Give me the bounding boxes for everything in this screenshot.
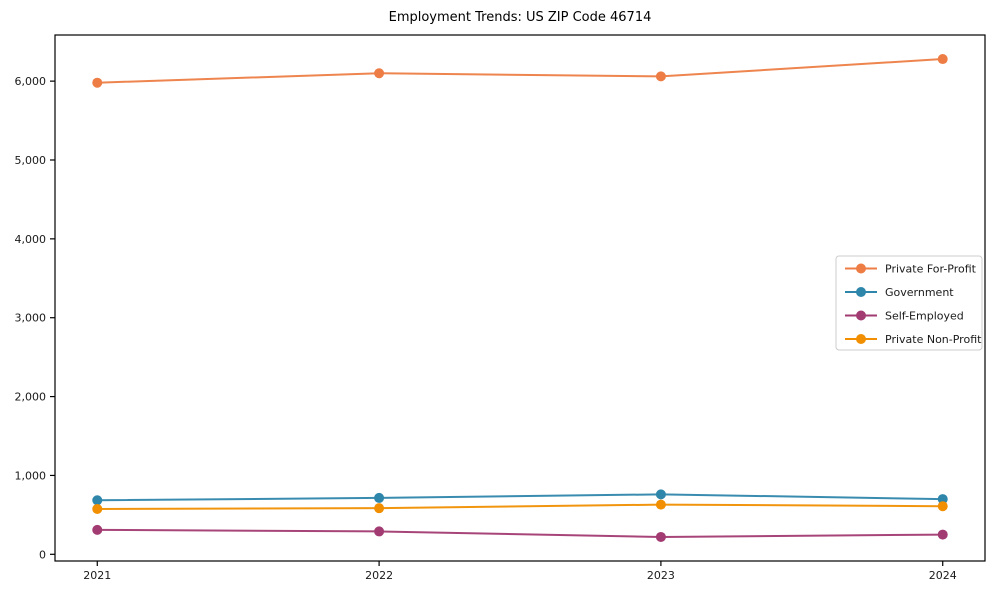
series-marker-private-for-profit	[937, 54, 948, 65]
y-axis-tick-label: 4,000	[15, 233, 47, 246]
series-marker-government	[92, 495, 103, 506]
series-marker-government	[937, 494, 948, 505]
legend-marker-private-for-profit	[856, 263, 866, 274]
series-line-private-for-profit	[97, 58, 943, 84]
y-axis-tick-label: 6,000	[15, 75, 47, 88]
series-marker-self-employed	[92, 524, 103, 535]
legend-marker-government	[856, 287, 866, 297]
series-line-private-non-profit	[97, 503, 943, 510]
legend-marker-private-non-profit	[856, 334, 866, 344]
series-marker-self-employed	[374, 526, 385, 537]
legend-label-private-for-profit: Private For-Profit	[885, 263, 977, 276]
series-marker-private-for-profit	[655, 71, 666, 82]
x-axis-tick-label: 2023	[647, 569, 675, 582]
series-marker-self-employed	[655, 531, 666, 542]
series-marker-government	[374, 492, 385, 503]
x-axis-tick-label: 2021	[83, 569, 111, 582]
x-axis-tick-label: 2022	[365, 569, 393, 582]
y-axis-tick-label: 3,000	[15, 312, 47, 325]
legend-box	[835, 255, 983, 351]
legend-label-government: Government	[885, 286, 954, 299]
plot-area	[54, 34, 986, 562]
series-marker-private-non-profit	[92, 503, 103, 514]
y-axis-tick-label: 0	[39, 548, 46, 561]
legend-label-self-employed: Self-Employed	[885, 310, 964, 323]
legend-marker-self-employed	[856, 310, 866, 321]
series-line-self-employed	[97, 528, 943, 538]
series-marker-private-for-profit	[92, 77, 103, 88]
series-marker-government	[655, 489, 666, 500]
series-marker-private-non-profit	[374, 503, 385, 514]
series-marker-private-for-profit	[374, 68, 385, 79]
series-marker-private-non-profit	[655, 499, 666, 510]
series-marker-private-non-profit	[937, 501, 948, 512]
y-axis-tick-label: 1,000	[15, 469, 47, 482]
y-axis-tick-label: 2,000	[15, 391, 47, 404]
series-marker-self-employed	[937, 529, 948, 540]
legend-label-private-non-profit: Private Non-Profit	[885, 333, 982, 346]
y-axis-tick-label: 5,000	[15, 154, 47, 167]
chart-title: Employment Trends: US ZIP Code 46714	[388, 10, 652, 25]
x-axis-tick-label: 2024	[929, 569, 957, 582]
series-line-government	[97, 493, 943, 502]
